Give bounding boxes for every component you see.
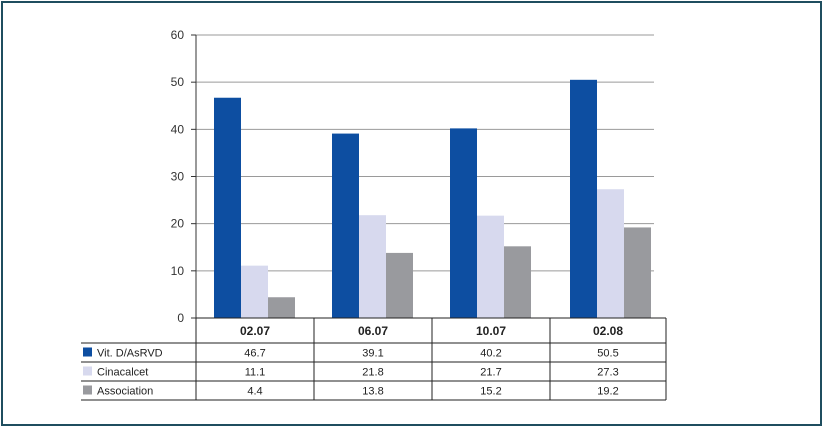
- bar-1-10.07: [450, 128, 477, 318]
- data-label: 40.2: [480, 348, 501, 360]
- data-label: 19.2: [597, 386, 618, 398]
- y-tick-label: 0: [177, 311, 184, 325]
- data-label: 13.8: [362, 386, 383, 398]
- bar-3-06.07: [386, 252, 413, 318]
- bar-2-02.07: [241, 265, 268, 318]
- bar-3-02.08: [624, 227, 651, 318]
- data-label: 11.1: [245, 367, 266, 379]
- data-label: 4.4: [247, 386, 262, 398]
- y-tick-label: 10: [171, 264, 185, 278]
- legend-swatch-3: [83, 385, 92, 395]
- y-tick-label: 40: [171, 122, 185, 136]
- y-tick-label: 50: [171, 75, 185, 89]
- data-label: 21.7: [480, 367, 501, 379]
- legend-label: Cinacalcet: [97, 367, 148, 379]
- legend-label: Association: [97, 386, 153, 398]
- legend-label: Vit. D/AsRVD: [97, 348, 163, 360]
- data-label: 27.3: [597, 367, 618, 379]
- data-label: 50.5: [597, 348, 618, 360]
- bar-chart: 0 10 20 30 40 50 60 02.07 06.07 10.07 02.08 Vit. D/…: [81, 28, 667, 401]
- legend-swatch-2: [83, 366, 92, 376]
- y-tick-label: 20: [171, 217, 185, 231]
- category-label: 06.07: [358, 324, 388, 338]
- legend-swatch-1: [83, 347, 92, 357]
- data-label: 15.2: [480, 386, 501, 398]
- bar-2-02.08: [597, 189, 624, 318]
- category-label: 02.07: [240, 324, 270, 338]
- y-tick-label: 30: [171, 170, 185, 184]
- category-label: 10.07: [476, 324, 506, 338]
- bar-3-10.07: [504, 246, 531, 318]
- bar-1-02.08: [570, 79, 597, 318]
- bar-1-06.07: [332, 133, 359, 318]
- data-label: 46.7: [244, 348, 265, 360]
- bar-3-02.07: [268, 297, 295, 318]
- y-tick-label: 60: [171, 28, 185, 42]
- bar-2-06.07: [359, 215, 386, 318]
- data-label: 21.8: [362, 367, 383, 379]
- bar-2-10.07: [477, 215, 504, 318]
- bar-1-02.07: [214, 97, 241, 319]
- category-label: 02.08: [593, 324, 623, 338]
- data-label: 39.1: [362, 348, 383, 360]
